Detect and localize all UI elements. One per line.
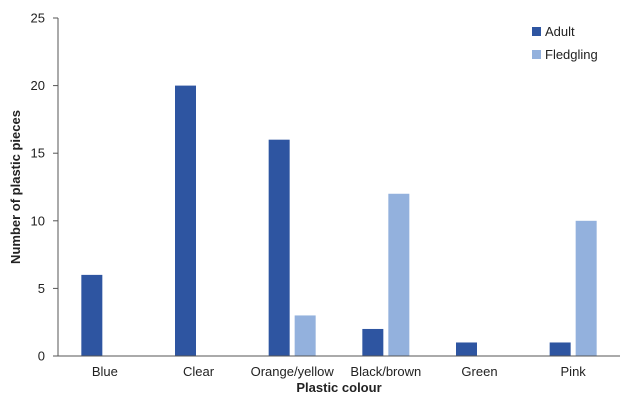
bar-adult-orange-yellow bbox=[268, 139, 290, 356]
x-axis-ticks: Blue Clear Orange/yellow Black/brown Green Pi… bbox=[92, 364, 586, 379]
y-tick-label: 5 bbox=[38, 281, 45, 296]
y-tick-label: 20 bbox=[31, 78, 45, 93]
x-tick-label: Black/brown bbox=[350, 364, 421, 379]
bar-fledgling-black-brown bbox=[388, 193, 410, 356]
x-tick-label: Clear bbox=[183, 364, 215, 379]
bar-adult-green bbox=[456, 342, 477, 356]
y-tick-label: 25 bbox=[31, 11, 45, 26]
y-axis-title: Number of plastic pieces bbox=[8, 110, 23, 264]
y-tick-label: 0 bbox=[38, 349, 45, 364]
legend-label-fledgling: Fledgling bbox=[545, 47, 598, 62]
legend-swatch-fledgling bbox=[532, 50, 541, 59]
legend: Adult Fledgling bbox=[532, 24, 598, 62]
y-tick-label: 10 bbox=[31, 213, 45, 228]
bar-adult-black-brown bbox=[362, 328, 384, 356]
y-axis-ticks: 0 5 10 15 20 25 bbox=[31, 11, 58, 364]
x-tick-label: Green bbox=[461, 364, 497, 379]
bar-fledgling-pink bbox=[575, 220, 597, 356]
legend-label-adult: Adult bbox=[545, 24, 575, 39]
bars bbox=[81, 85, 597, 356]
y-tick-label: 15 bbox=[31, 146, 45, 161]
x-tick-label: Pink bbox=[561, 364, 587, 379]
bar-adult-blue bbox=[81, 274, 103, 356]
x-tick-label: Blue bbox=[92, 364, 118, 379]
bar-fledgling-orange-yellow bbox=[294, 315, 316, 356]
legend-swatch-adult bbox=[532, 27, 541, 36]
x-axis-title: Plastic colour bbox=[296, 380, 381, 395]
bar-adult-pink bbox=[549, 342, 571, 356]
bar-adult-clear bbox=[175, 85, 196, 356]
x-tick-label: Orange/yellow bbox=[251, 364, 335, 379]
